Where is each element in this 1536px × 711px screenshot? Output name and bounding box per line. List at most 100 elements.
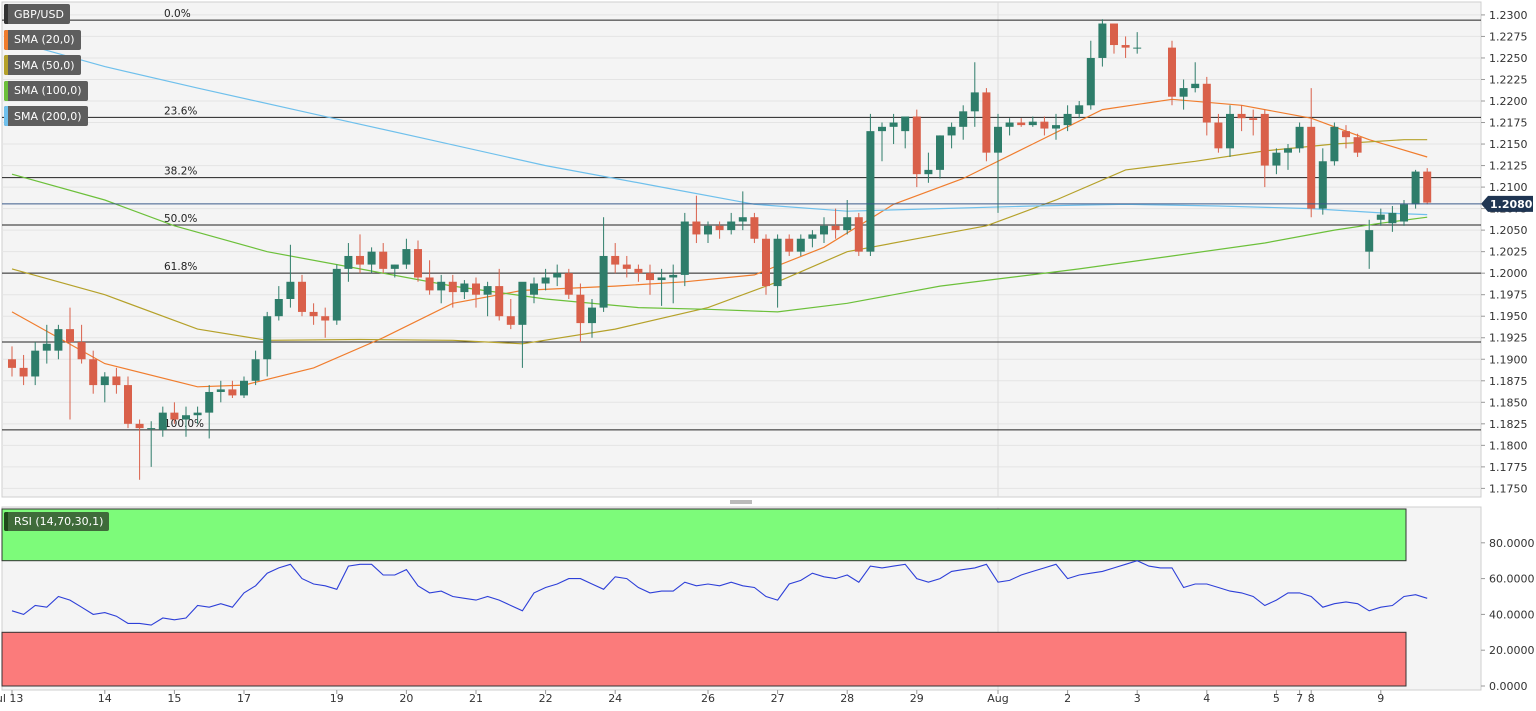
y-tick-label: 1.2250 — [1489, 52, 1528, 65]
candle-body — [390, 264, 399, 269]
x-tick-label: 2 — [1064, 692, 1071, 705]
candle-body — [89, 359, 98, 386]
candle-body — [1249, 118, 1258, 120]
legend-rsi[interactable]: RSI (14,70,30,1) — [4, 512, 110, 531]
candle-body — [54, 329, 63, 351]
candle-body — [147, 428, 156, 430]
candle-body — [680, 221, 689, 275]
candle-body — [553, 273, 562, 278]
candle-body — [472, 283, 480, 295]
x-tick-label: 9 — [1377, 692, 1384, 705]
candle-body — [1179, 88, 1188, 97]
rsi-y-tick-label: 60.0000 — [1489, 573, 1535, 586]
candle-body — [982, 92, 991, 153]
x-tick-label: 7 — [1296, 692, 1303, 705]
candle-body — [216, 389, 225, 392]
candle-body — [669, 274, 678, 278]
x-tick-label: 15 — [167, 692, 181, 705]
y-tick-label: 1.1875 — [1489, 375, 1528, 388]
fib-level-label: 23.6% — [164, 105, 197, 117]
sma-line — [11, 40, 1428, 216]
candle-body — [715, 225, 724, 231]
rsi-y-tick-label: 0.0000 — [1489, 680, 1528, 693]
candle-body — [1295, 126, 1304, 149]
candle-body — [611, 255, 620, 265]
candle-body — [1063, 113, 1072, 126]
candle-body — [251, 359, 260, 381]
candle-body — [588, 307, 596, 324]
candle-body — [994, 126, 1002, 153]
candle-body — [1318, 161, 1327, 209]
candle-body — [959, 111, 968, 127]
candle-body — [854, 217, 863, 252]
candle-body — [1365, 230, 1374, 252]
candle-body — [878, 126, 886, 132]
y-tick-label: 1.2150 — [1489, 138, 1528, 151]
candle-body — [124, 385, 132, 424]
candle-body — [831, 225, 840, 231]
candle-body — [1272, 152, 1281, 166]
candle-body — [100, 376, 109, 386]
candle-body — [321, 316, 330, 321]
y-tick-label: 1.2175 — [1489, 117, 1528, 130]
y-tick-label: 1.1825 — [1489, 418, 1528, 431]
y-tick-label: 1.2025 — [1489, 246, 1528, 259]
x-tick-label: 19 — [330, 692, 344, 705]
legend-symbol: GBP/USD — [4, 4, 70, 24]
legend-sma100[interactable]: SMA (100,0) — [4, 80, 88, 101]
candle-body — [1237, 113, 1246, 119]
candle-body — [158, 412, 167, 430]
candle-body — [344, 255, 353, 269]
candle-body — [425, 277, 434, 291]
candle-body — [866, 131, 875, 252]
candle-body — [309, 311, 318, 317]
candle-body — [135, 423, 144, 429]
fib-level-label: 50.0% — [164, 213, 197, 225]
price-plot-area — [1, 1, 1482, 498]
fib-level-label: 61.8% — [164, 261, 197, 273]
candle-body — [1086, 57, 1095, 106]
candle-body — [657, 277, 666, 281]
legend-sma50[interactable]: SMA (50,0) — [4, 55, 81, 75]
candle-body — [530, 283, 538, 295]
legend-sma200[interactable]: SMA (200,0) — [4, 106, 88, 126]
candle-body — [634, 268, 643, 274]
candle-body — [1133, 47, 1142, 49]
candle-body — [1388, 212, 1397, 224]
candle-body — [193, 412, 202, 416]
sma-line — [11, 139, 1428, 345]
candle-body — [785, 238, 794, 252]
candle-body — [1214, 122, 1223, 149]
candle-body — [1005, 122, 1014, 127]
x-tick-label: Jul 13 — [0, 692, 23, 705]
current-price-badge — [1481, 195, 1533, 212]
x-tick-label: Aug — [987, 692, 1008, 705]
candle-body — [1040, 121, 1049, 129]
candle-body — [924, 169, 933, 175]
fib-level-label: 38.2% — [164, 166, 197, 178]
candle-body — [750, 217, 759, 239]
legend-sma100-label: SMA (100,0) — [14, 84, 82, 97]
legend-sma200-label: SMA (200,0) — [14, 109, 82, 123]
candle-body — [936, 135, 944, 170]
x-tick-label: 22 — [539, 692, 553, 705]
candle-body — [495, 286, 504, 317]
sma-line — [11, 173, 1428, 313]
candle-body — [1168, 47, 1176, 97]
rsi-y-tick-label: 80.0000 — [1489, 537, 1535, 550]
legend-sma20[interactable]: SMA (20,0) — [4, 29, 81, 50]
legend-rsi-label: RSI (14,70,30,1) — [14, 515, 104, 528]
candle-body — [820, 225, 828, 235]
candle-body — [437, 281, 446, 291]
rsi-panel: 80.0000 60.0000 40.0000 20.0000 0.0000 — [1, 506, 1535, 693]
y-tick-label: 1.2275 — [1489, 30, 1528, 43]
rsi-line — [11, 560, 1428, 626]
candle-body — [541, 277, 550, 284]
y-tick-label: 1.2100 — [1489, 181, 1528, 194]
candle-body — [170, 412, 179, 420]
candle-body — [1075, 105, 1084, 114]
candle-body — [1342, 131, 1350, 138]
candle-body — [460, 283, 469, 293]
candle-body — [1098, 23, 1107, 58]
